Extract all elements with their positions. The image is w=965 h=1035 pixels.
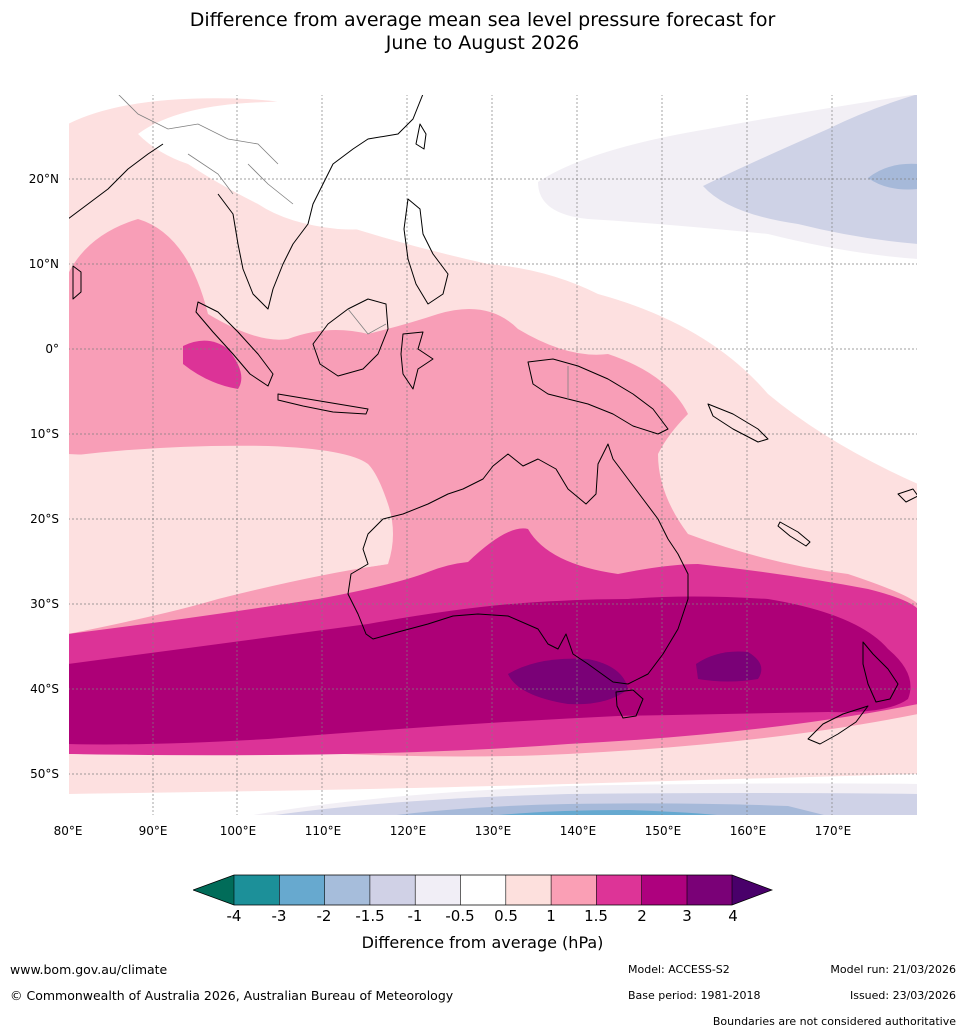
band-plus-0.5-to-1-indian <box>68 445 391 604</box>
coast-borneo <box>312 298 389 377</box>
colorbar-tick-0: -4 <box>226 907 242 925</box>
colorbar-tick-6: 0.5 <box>494 907 518 925</box>
coast-java <box>277 393 369 415</box>
lon-label-120e: 120°E <box>389 824 427 838</box>
title-line-1: Difference from average mean sea level p… <box>189 9 776 31</box>
footer-disclaimer: Boundaries are not considered authoritat… <box>712 1015 956 1028</box>
coast-australia <box>347 443 689 685</box>
colorbar-segment-9 <box>596 875 642 905</box>
colorbar <box>193 874 773 906</box>
lon-label-130e: 130°E <box>474 824 512 838</box>
lon-label-80e: 80°E <box>53 824 83 838</box>
chart-title: Difference from average mean sea level p… <box>0 9 965 55</box>
coast-nz-north <box>862 641 899 703</box>
lat-label-40s: 40°S <box>30 682 59 696</box>
colorbar-segment-12 <box>732 875 772 905</box>
band-near-zero-asia <box>138 94 491 230</box>
colorbar-tick-1: -3 <box>271 907 287 925</box>
lat-label-10n: 10°N <box>28 257 59 271</box>
coast-philippines <box>403 198 449 305</box>
colorbar-tick-2: -2 <box>316 907 332 925</box>
colorbar-segment-10 <box>641 875 687 905</box>
colorbar-label: Difference from average (hPa) <box>361 933 604 952</box>
colorbar-segment-6 <box>460 875 506 905</box>
colorbar-tick-5: -0.5 <box>445 907 475 925</box>
band-plus-0.5-to-1-south <box>68 734 918 794</box>
coast-taiwan <box>415 123 427 150</box>
pressure-anomaly-map <box>68 94 918 816</box>
colorbar-segment-2 <box>279 875 325 905</box>
colorbar-segment-1 <box>234 875 280 905</box>
colorbar-segment-4 <box>369 875 416 905</box>
lon-label-160e: 160°E <box>729 824 767 838</box>
coast-nz-south <box>807 705 869 745</box>
band-minus-2-to-minus-1.5 <box>868 163 918 190</box>
lat-label-0: 0° <box>45 342 59 356</box>
coast-indochina <box>217 94 424 310</box>
lon-label-170e: 170°E <box>814 824 852 838</box>
band-minus-2-to-minus-1.5-south <box>388 803 828 816</box>
band-plus-2-to-3 <box>68 596 911 745</box>
colorbar-tick-7: 1 <box>546 907 556 925</box>
band-plus-1.5-to-2-maluku <box>183 340 242 389</box>
colorbar-tick-4: -1 <box>407 907 423 925</box>
coast-solomons <box>707 403 769 443</box>
lon-label-110e: 110°E <box>304 824 342 838</box>
map-svg <box>68 94 918 816</box>
footer-base-period: Base period: 1981-2018 <box>628 989 761 1002</box>
lon-label-140e: 140°E <box>559 824 597 838</box>
footer-copyright: © Commonwealth of Australia 2026, Austra… <box>10 988 454 1003</box>
coast-tasmania <box>615 689 644 719</box>
band-minus-1.5-to-minus-1 <box>703 94 918 244</box>
coast-sri-lanka <box>72 265 82 300</box>
footer-website[interactable]: www.bom.gov.au/climate <box>10 962 168 977</box>
graticule <box>68 94 918 816</box>
colorbar-dividers <box>233 875 733 905</box>
colorbar-segment-3 <box>324 875 370 905</box>
footer-model: Model: ACCESS-S2 <box>628 963 730 976</box>
lat-label-20n: 20°N <box>28 172 59 186</box>
lon-label-90e: 90°E <box>138 824 168 838</box>
coast-new-caledonia <box>777 521 811 547</box>
lat-label-10s: 10°S <box>30 427 59 441</box>
footer-issued: Issued: 23/03/2026 <box>849 989 956 1002</box>
lon-label-100e: 100°E <box>219 824 257 838</box>
colorbar-segment-5 <box>415 875 461 905</box>
colorbar-tick-3: -1.5 <box>355 907 385 925</box>
coast-india <box>68 143 164 220</box>
colorbar-tick-11: 4 <box>728 907 738 925</box>
coast-sulawesi <box>400 331 434 390</box>
coast-sumatra <box>195 301 274 387</box>
lat-label-50s: 50°S <box>30 767 59 781</box>
colorbar-tick-9: 2 <box>637 907 647 925</box>
coast-fiji <box>897 488 918 503</box>
band-plus-3-to-4-bight <box>508 658 628 705</box>
footer-model-run: Model run: 21/03/2026 <box>830 963 956 976</box>
colorbar-tick-10: 3 <box>682 907 692 925</box>
band-minus-3-to-minus-2-south <box>488 810 728 816</box>
colorbar-tick-8: 1.5 <box>584 907 608 925</box>
title-line-2: June to August 2026 <box>385 32 580 54</box>
coast-new-guinea <box>527 358 669 435</box>
map-border <box>68 94 918 816</box>
coastlines <box>68 94 918 745</box>
lat-label-30s: 30°S <box>30 597 59 611</box>
colorbar-segment-7 <box>505 875 552 905</box>
colorbar-segment-8 <box>551 875 597 905</box>
borders <box>117 94 569 399</box>
colorbar-segment-0 <box>193 875 234 905</box>
colorbar-segment-11 <box>687 875 732 905</box>
band-plus-3-to-4-tasman <box>696 651 762 682</box>
lon-label-150e: 150°E <box>644 824 682 838</box>
lat-label-20s: 20°S <box>30 512 59 526</box>
